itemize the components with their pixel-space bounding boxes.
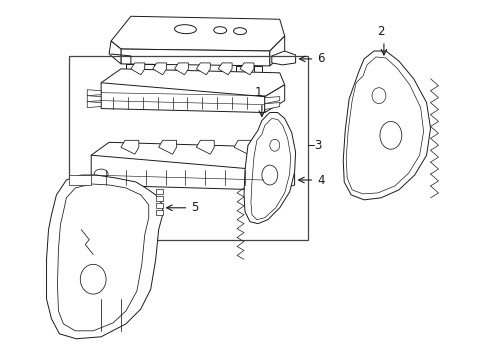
Bar — [70, 56, 308, 239]
Polygon shape — [47, 175, 163, 339]
Ellipse shape — [380, 121, 402, 149]
Ellipse shape — [174, 25, 196, 33]
Polygon shape — [264, 158, 282, 190]
Polygon shape — [109, 41, 121, 64]
Polygon shape — [264, 170, 294, 190]
Polygon shape — [218, 63, 232, 75]
Polygon shape — [244, 113, 295, 224]
Polygon shape — [196, 140, 214, 154]
Polygon shape — [240, 63, 254, 75]
Ellipse shape — [262, 165, 278, 185]
Polygon shape — [126, 64, 136, 72]
Ellipse shape — [214, 27, 227, 33]
Polygon shape — [234, 140, 252, 154]
Ellipse shape — [270, 139, 280, 151]
Polygon shape — [251, 118, 291, 220]
Polygon shape — [272, 51, 295, 65]
Polygon shape — [346, 57, 424, 194]
Polygon shape — [111, 16, 285, 51]
Polygon shape — [254, 66, 262, 74]
Text: 2: 2 — [377, 25, 385, 38]
Ellipse shape — [234, 28, 246, 35]
Polygon shape — [70, 175, 91, 185]
Polygon shape — [91, 155, 264, 190]
Polygon shape — [144, 64, 154, 72]
Polygon shape — [159, 140, 176, 154]
Polygon shape — [265, 85, 285, 113]
Polygon shape — [131, 63, 145, 75]
Polygon shape — [156, 189, 163, 194]
Polygon shape — [156, 203, 163, 208]
Text: 5: 5 — [192, 201, 199, 214]
Polygon shape — [87, 102, 101, 108]
Text: 1: 1 — [255, 86, 263, 99]
Polygon shape — [91, 142, 282, 170]
Ellipse shape — [94, 169, 108, 179]
Polygon shape — [156, 210, 163, 215]
Text: 6: 6 — [318, 53, 325, 66]
Polygon shape — [236, 66, 244, 74]
Polygon shape — [101, 83, 265, 113]
Polygon shape — [121, 49, 270, 66]
Polygon shape — [174, 63, 189, 75]
Polygon shape — [343, 51, 431, 200]
Text: 3: 3 — [315, 139, 322, 152]
Ellipse shape — [372, 88, 386, 104]
Text: 4: 4 — [318, 174, 325, 186]
Polygon shape — [265, 96, 280, 104]
Polygon shape — [57, 184, 149, 331]
Ellipse shape — [80, 264, 106, 294]
Polygon shape — [87, 96, 101, 102]
Polygon shape — [265, 103, 280, 109]
Polygon shape — [270, 36, 285, 66]
Polygon shape — [196, 63, 210, 75]
Polygon shape — [156, 196, 163, 201]
Polygon shape — [153, 63, 167, 75]
Polygon shape — [87, 90, 101, 96]
Polygon shape — [101, 69, 285, 96]
Polygon shape — [121, 140, 139, 154]
